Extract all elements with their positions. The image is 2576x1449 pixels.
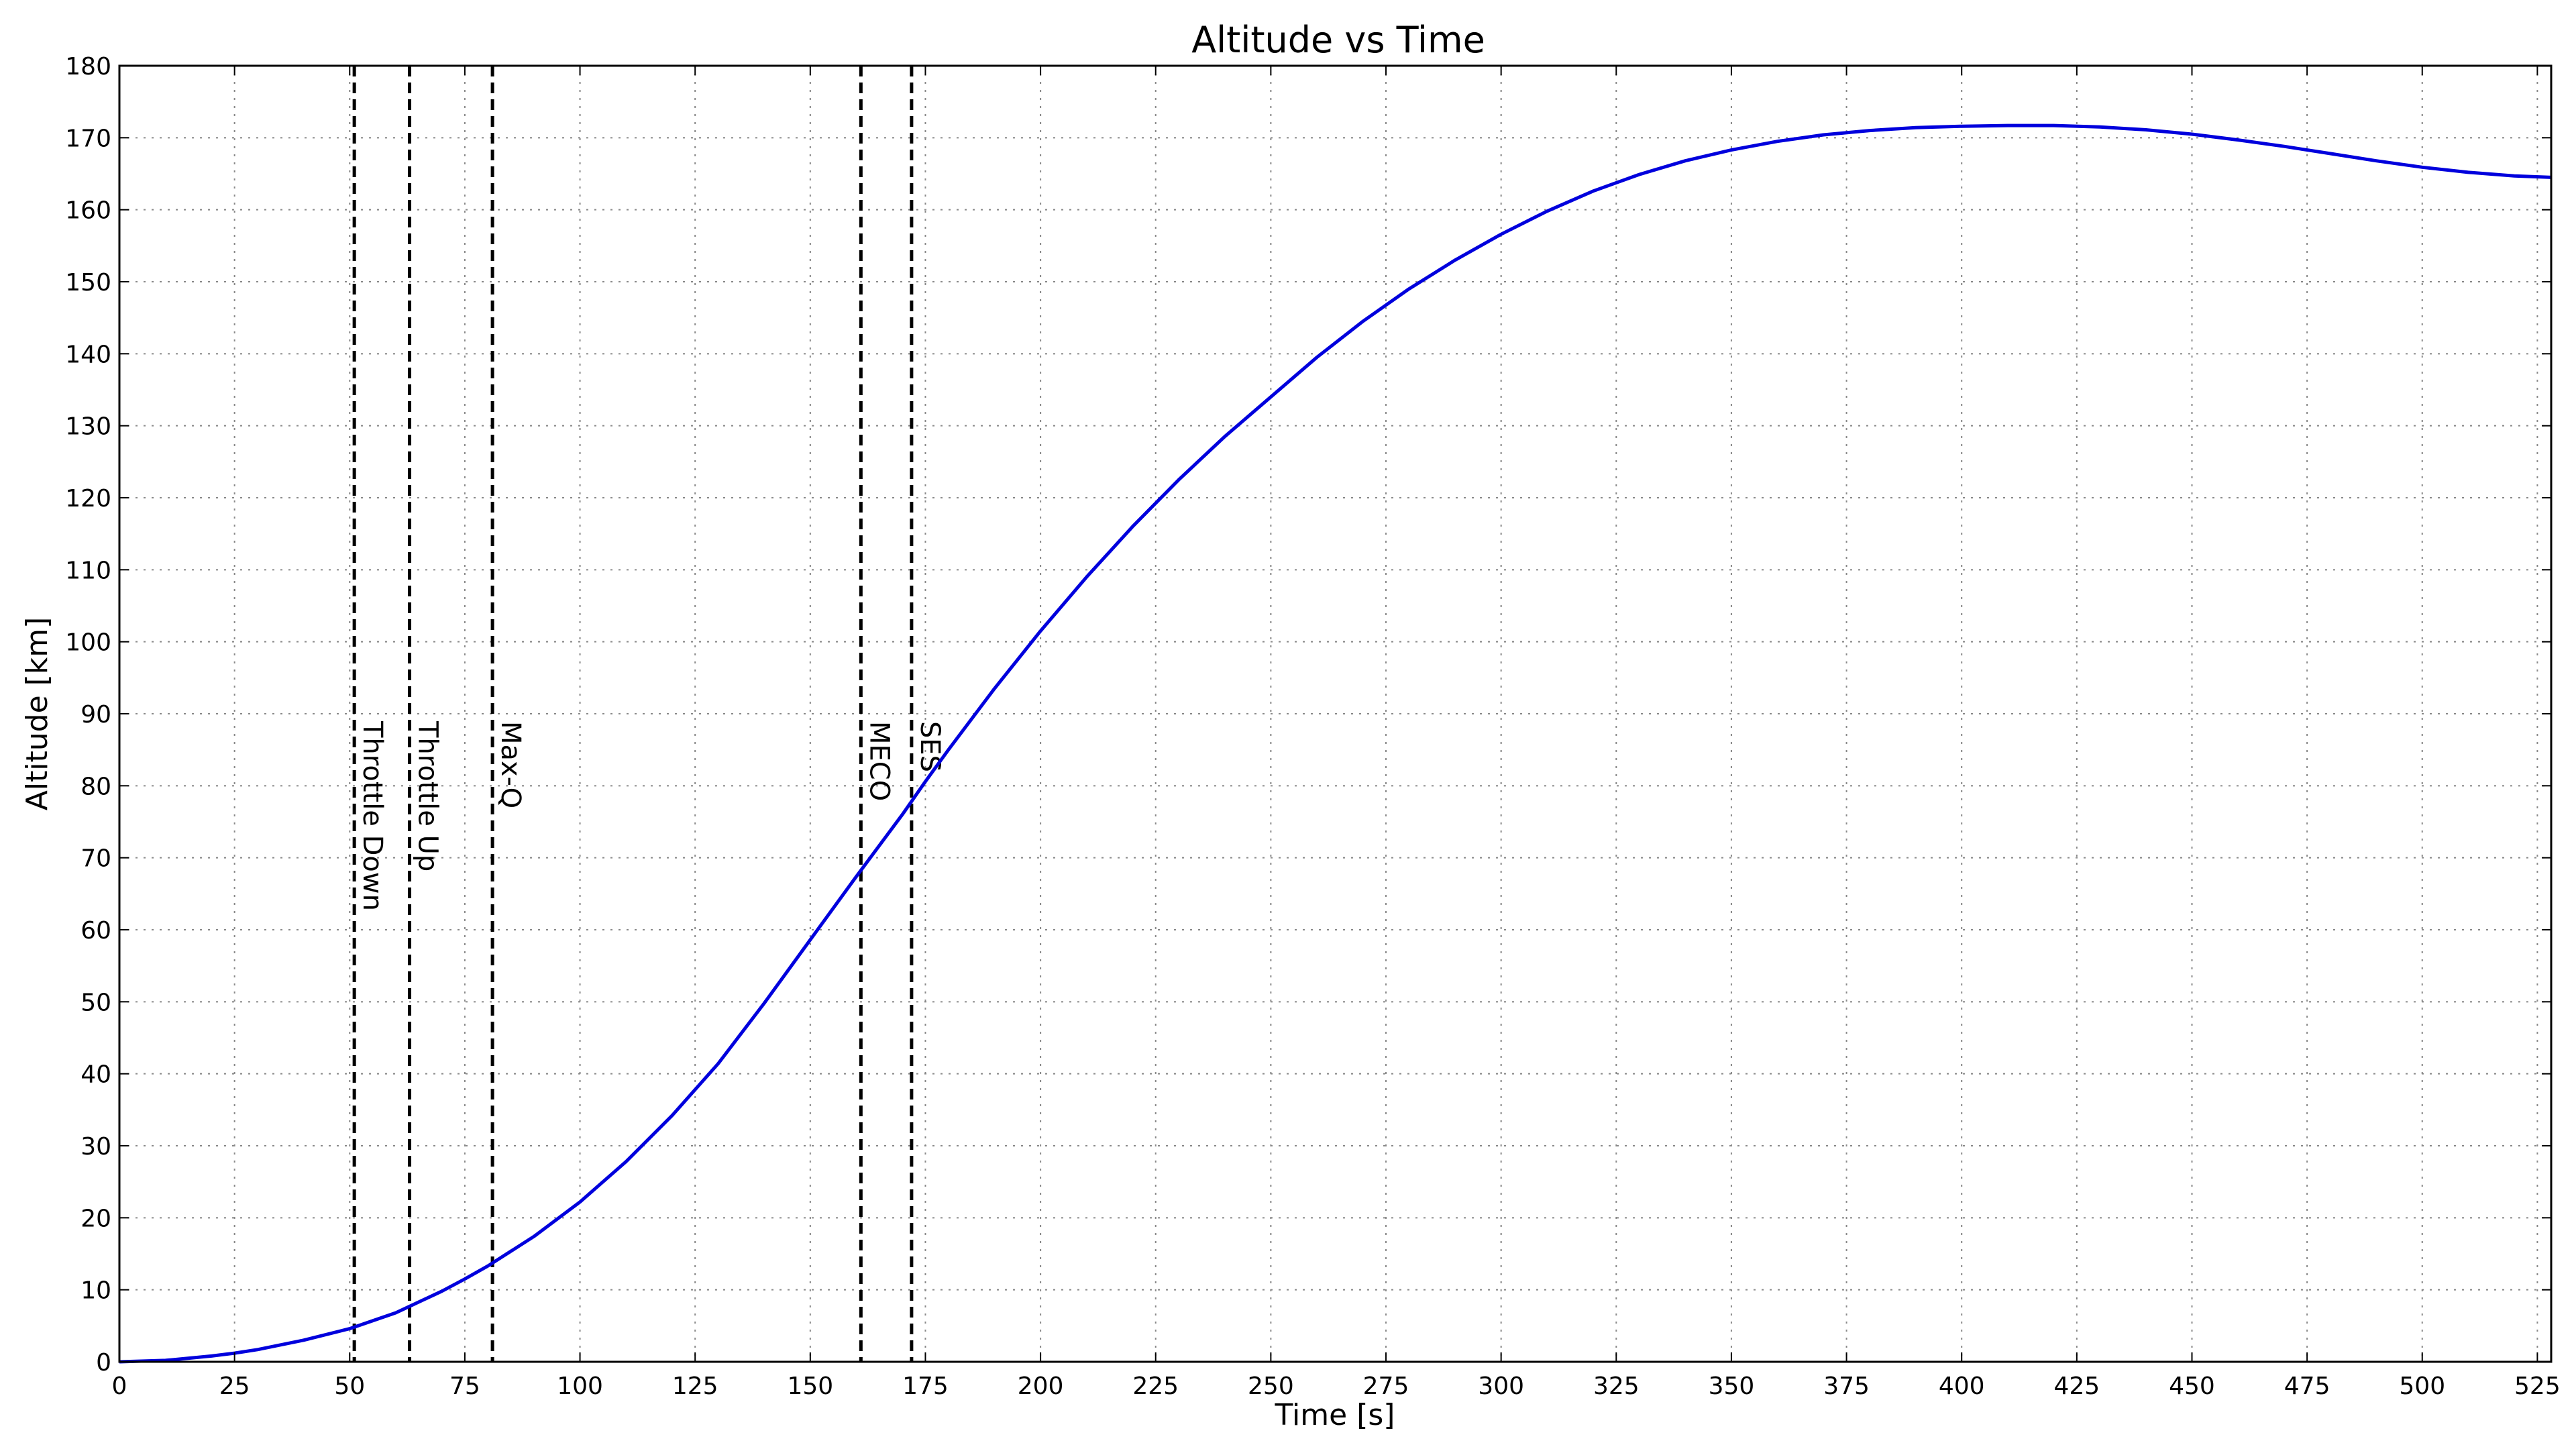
y-tick-label: 10 bbox=[80, 1277, 111, 1305]
y-tick-label: 180 bbox=[65, 53, 111, 80]
x-tick-label: 500 bbox=[2399, 1373, 2445, 1400]
x-tick-label: 250 bbox=[1248, 1373, 1294, 1400]
y-tick-label: 90 bbox=[80, 701, 111, 729]
y-tick-label: 120 bbox=[65, 485, 111, 513]
x-tick-label: 25 bbox=[219, 1373, 250, 1400]
x-tick-label: 150 bbox=[787, 1373, 833, 1400]
y-tick-label: 80 bbox=[80, 773, 111, 800]
x-tick-label: 50 bbox=[334, 1373, 365, 1400]
y-tick-label: 100 bbox=[65, 629, 111, 657]
event-markers: Throttle Down Throttle Up Max-Q MECO SES bbox=[352, 66, 945, 1362]
x-tick-label: 450 bbox=[2169, 1373, 2215, 1400]
x-tick-label: 0 bbox=[112, 1373, 127, 1400]
altitude-series-line bbox=[119, 123, 2552, 1364]
x-tick-label: 175 bbox=[902, 1373, 949, 1400]
y-tick-label: 150 bbox=[65, 269, 111, 297]
y-axis-ticks: 0 10 20 30 40 50 60 70 80 90 100 110 120 130 140 150 160… bbox=[65, 53, 2551, 1377]
x-tick-label: 275 bbox=[1363, 1373, 1409, 1400]
event-label: Throttle Down bbox=[357, 720, 388, 911]
x-tick-label: 75 bbox=[449, 1373, 480, 1400]
y-tick-label: 110 bbox=[65, 557, 111, 584]
x-tick-label: 425 bbox=[2053, 1373, 2100, 1400]
x-tick-label: 525 bbox=[2514, 1373, 2561, 1400]
y-tick-label: 40 bbox=[80, 1061, 111, 1089]
y-tick-label: 50 bbox=[80, 989, 111, 1016]
event-label: Max-Q bbox=[495, 721, 526, 808]
y-axis-title: Altitude [km] bbox=[20, 617, 54, 811]
x-tick-label: 475 bbox=[2284, 1373, 2330, 1400]
x-tick-label: 400 bbox=[1939, 1373, 1985, 1400]
x-axis-ticks: 0 25 50 75 100 125 150 175 200 225 250 275 300 325 350… bbox=[112, 66, 2561, 1400]
x-tick-label: 325 bbox=[1593, 1373, 1640, 1400]
chart-title: Altitude vs Time bbox=[1191, 19, 1485, 61]
y-tick-label: 140 bbox=[65, 341, 111, 368]
y-tick-label: 20 bbox=[80, 1205, 111, 1232]
grid-lines bbox=[119, 65, 2551, 1362]
y-tick-label: 160 bbox=[65, 197, 111, 225]
y-tick-label: 70 bbox=[80, 845, 111, 873]
y-tick-label: 30 bbox=[80, 1133, 111, 1161]
event-label: MECO bbox=[863, 721, 894, 801]
x-tick-label: 200 bbox=[1018, 1373, 1064, 1400]
y-tick-label: 0 bbox=[96, 1349, 111, 1377]
y-tick-label: 60 bbox=[80, 917, 111, 945]
x-tick-label: 300 bbox=[1478, 1373, 1524, 1400]
y-tick-label: 130 bbox=[65, 413, 111, 441]
event-label: Throttle Up bbox=[413, 720, 443, 871]
series-layer bbox=[119, 123, 2552, 1364]
x-axis-title: Time [s] bbox=[1275, 1398, 1395, 1432]
event-label: SES bbox=[914, 721, 945, 772]
x-tick-label: 225 bbox=[1132, 1373, 1179, 1400]
y-tick-label: 170 bbox=[65, 125, 111, 152]
x-tick-label: 100 bbox=[557, 1373, 603, 1400]
x-tick-label: 375 bbox=[1823, 1373, 1870, 1400]
x-tick-label: 125 bbox=[672, 1373, 718, 1400]
x-tick-label: 350 bbox=[1709, 1373, 1755, 1400]
